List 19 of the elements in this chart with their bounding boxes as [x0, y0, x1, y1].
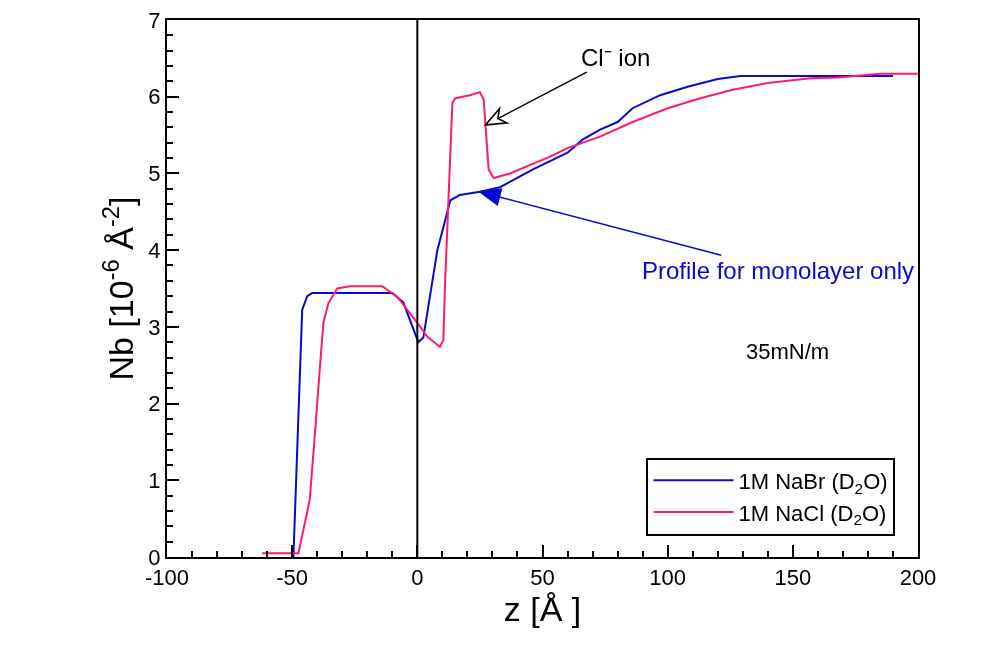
y-tick-label: 5 — [148, 161, 161, 187]
annotation: Cl⁻ ion — [581, 44, 651, 71]
x-tick-label: 150 — [774, 565, 812, 591]
annotation: 35mN/m — [746, 339, 830, 364]
x-tick-label: 50 — [530, 565, 555, 591]
y-tick-label: 1 — [148, 467, 161, 493]
legend-label: 1M NaCl (D$_{2}$O) — [738, 500, 887, 529]
y-tick-label: 3 — [148, 314, 161, 340]
annotation: Profile for monolayer only — [642, 257, 915, 284]
x-tick-label: 0 — [411, 565, 424, 591]
y-tick-label: 7 — [148, 7, 161, 33]
x-axis-title: z [Å ] — [503, 590, 582, 629]
x-tick-label: 100 — [649, 565, 687, 591]
y-tick-label: 4 — [148, 237, 161, 263]
y-tick-label: 6 — [148, 84, 161, 110]
x-tick-label: -50 — [276, 565, 309, 591]
legend-label: 1M NaBr (D$_{2}$O) — [738, 468, 888, 497]
x-tick-label: 200 — [899, 565, 937, 591]
y-tick-label: 2 — [148, 391, 161, 417]
